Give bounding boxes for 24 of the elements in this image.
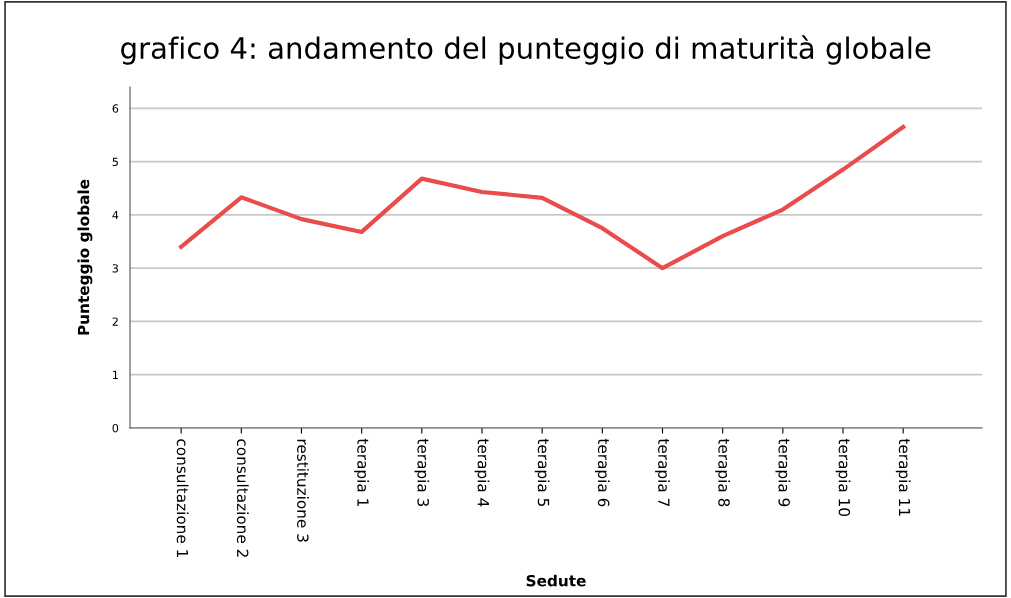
- y-axis-title: Punteggio globale: [77, 179, 93, 335]
- x-tick-label: terapia 7: [655, 438, 670, 507]
- x-tick-label: consultazione 1: [176, 439, 189, 557]
- x-tick-label: terapia 6: [594, 438, 610, 507]
- y-tick-label: 1: [113, 370, 118, 379]
- y-tick-label: 4: [112, 211, 119, 220]
- y-tick-label: 2: [112, 317, 118, 326]
- x-tick-label: terapia 3: [414, 438, 430, 507]
- line-series: [179, 124, 906, 271]
- y-tick-label: 6: [112, 104, 119, 113]
- y-tick-label: 5: [112, 157, 118, 166]
- x-tick-label: restituzione 3: [297, 439, 309, 542]
- y-tick-label: 3: [112, 264, 118, 273]
- x-tick-label: terapia 9: [775, 438, 791, 507]
- chart-title: grafico 4: andamento del punteggio di maturità globale: [121, 35, 931, 65]
- x-axis-title: Sedute: [526, 574, 586, 587]
- x-tick-label: terapia 4: [474, 438, 490, 507]
- x-tick-label: terapia 10: [835, 438, 851, 517]
- x-tick-label: terapia 8: [715, 438, 731, 507]
- x-tick-label: consultazione 2: [236, 439, 249, 557]
- x-tick-label: terapia 1: [354, 438, 370, 506]
- x-tick-label: terapia 11: [895, 438, 911, 516]
- y-tick-label: 0: [112, 423, 119, 433]
- x-tick-label: terapia 5: [534, 438, 550, 506]
